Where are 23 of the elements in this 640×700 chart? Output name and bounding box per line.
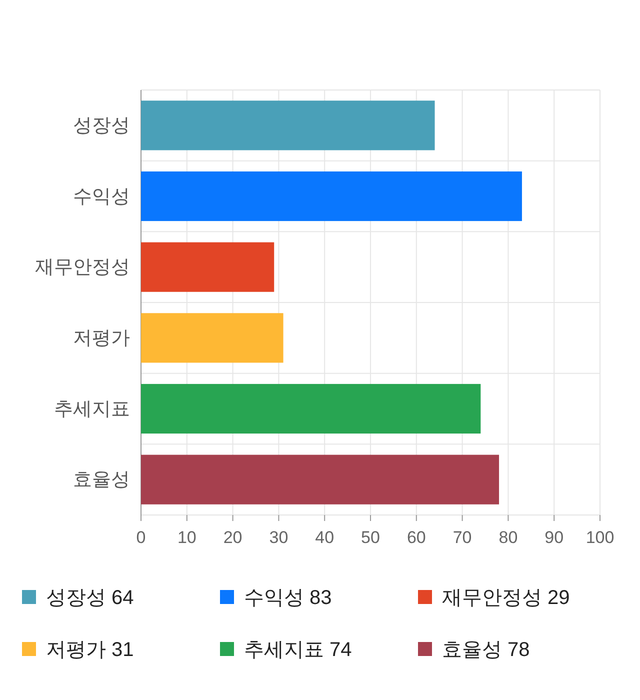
y-tick-label: 성장성 [73, 115, 130, 136]
legend-label: 수익성 83 [244, 587, 332, 609]
x-tick-label: 30 [269, 528, 288, 547]
legend-label: 재무안정성 29 [442, 587, 570, 609]
y-tick-label: 효율성 [73, 470, 130, 491]
x-tick-label: 20 [223, 528, 242, 547]
x-tick-label: 70 [452, 528, 472, 547]
x-tick-label: 100 [586, 528, 614, 547]
x-tick-label: 0 [136, 528, 146, 547]
x-tick-label: 90 [544, 528, 564, 547]
legend-label: 성장성 64 [46, 587, 134, 609]
x-tick-label: 40 [315, 528, 334, 547]
y-tick-label: 수익성 [73, 186, 130, 208]
legend-label: 추세지표 74 [244, 639, 352, 661]
x-tick-label: 10 [177, 528, 196, 547]
legend-label: 저평가 31 [46, 639, 134, 661]
legend-label: 효율성 78 [442, 639, 530, 661]
x-tick-label: 50 [361, 528, 380, 547]
y-tick-label: 추세지표 [54, 398, 130, 420]
x-tick-label: 80 [498, 528, 518, 547]
y-tick-label: 재무안정성 [35, 257, 130, 278]
y-tick-label: 저평가 [73, 328, 130, 349]
x-tick-label: 60 [406, 528, 426, 547]
